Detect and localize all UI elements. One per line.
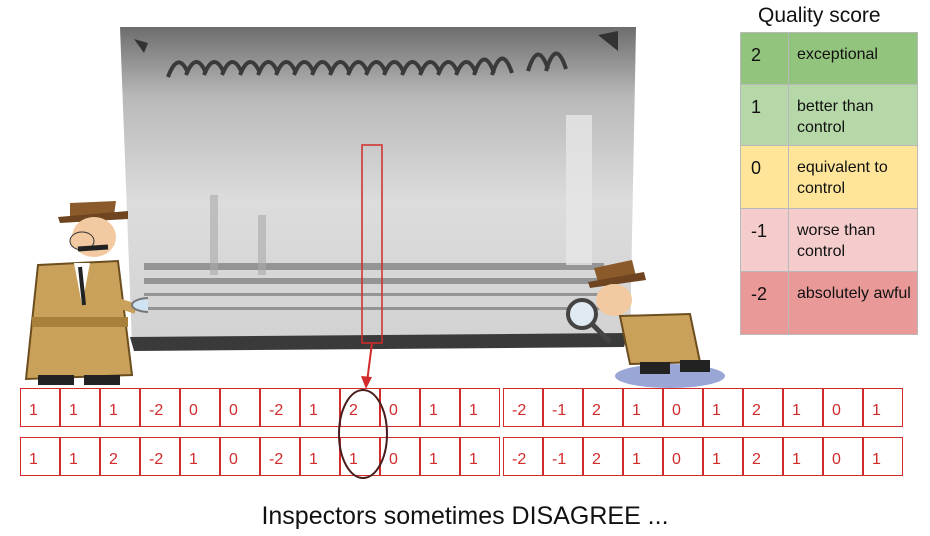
score-cell: 0 xyxy=(823,388,863,427)
score-cell: 0 xyxy=(663,437,703,476)
score-cell: -2 xyxy=(260,437,300,476)
score-cell: 1 xyxy=(20,437,60,476)
inspector-left-illustration xyxy=(24,201,148,385)
legend-score: -2 xyxy=(740,271,789,335)
score-cell: 0 xyxy=(823,437,863,476)
score-cell: -2 xyxy=(503,388,543,427)
score-cell: -2 xyxy=(260,388,300,427)
score-cell: 2 xyxy=(340,388,380,427)
score-cell: 0 xyxy=(663,388,703,427)
score-cell: 1 xyxy=(863,437,903,476)
score-cell: 1 xyxy=(20,388,60,427)
legend-description: absolutely awful xyxy=(788,271,918,335)
score-cell: 1 xyxy=(60,437,100,476)
score-cell: 1 xyxy=(420,388,460,427)
score-cell: 2 xyxy=(583,437,623,476)
score-cell: -2 xyxy=(503,437,543,476)
legend-row: -2 absolutely awful xyxy=(740,271,918,335)
legend-score: 2 xyxy=(740,32,789,85)
score-cell: 2 xyxy=(100,437,140,476)
legend-description: exceptional xyxy=(788,32,918,85)
score-cell: 1 xyxy=(460,437,500,476)
score-cell: 2 xyxy=(743,388,783,427)
legend-row: 1 better than control xyxy=(740,84,918,146)
score-cell: 2 xyxy=(743,437,783,476)
score-cell: 0 xyxy=(220,388,260,427)
score-cell: 1 xyxy=(460,388,500,427)
score-cell: -2 xyxy=(140,437,180,476)
inspector-1-score-strip: 1 1 1 -2 0 0 -2 1 2 0 1 1 -2 -1 2 1 0 1 2 1 0 1 xyxy=(20,388,903,427)
caption: Inspectors sometimes DISAGREE ... xyxy=(261,502,669,530)
score-cell: 1 xyxy=(783,437,823,476)
score-cell: -1 xyxy=(543,437,583,476)
legend-title: Quality score xyxy=(758,4,881,27)
legend-description: worse than control xyxy=(788,208,918,272)
legend-description: better than control xyxy=(788,84,918,146)
score-cell: 1 xyxy=(180,437,220,476)
score-cell: 1 xyxy=(623,388,663,427)
legend-description: equivalent to control xyxy=(788,145,918,209)
legend-score: 1 xyxy=(740,84,789,146)
legend-row: 0 equivalent to control xyxy=(740,145,918,209)
legend-row: 2 exceptional xyxy=(740,32,918,85)
score-cell: 1 xyxy=(863,388,903,427)
score-cell: 0 xyxy=(220,437,260,476)
score-cell: 1 xyxy=(300,388,340,427)
score-cell: 0 xyxy=(380,437,420,476)
legend-score: 0 xyxy=(740,145,789,209)
score-cell: 1 xyxy=(340,437,380,476)
legend-score: -1 xyxy=(740,208,789,272)
legend-row: -1 worse than control xyxy=(740,208,918,272)
score-cell: 1 xyxy=(703,388,743,427)
score-cell: 1 xyxy=(60,388,100,427)
quality-score-legend: 2 exceptional 1 better than control 0 eq… xyxy=(740,32,918,335)
inspector-right-illustration xyxy=(566,260,725,388)
score-cell: 2 xyxy=(583,388,623,427)
score-cell: 0 xyxy=(380,388,420,427)
score-cell: -2 xyxy=(140,388,180,427)
score-cell: 1 xyxy=(420,437,460,476)
score-cell: 0 xyxy=(180,388,220,427)
score-cell: 1 xyxy=(100,388,140,427)
score-cell: 1 xyxy=(783,388,823,427)
inspector-2-score-strip: 1 1 2 -2 1 0 -2 1 1 0 1 1 -2 -1 2 1 0 1 2 1 0 1 xyxy=(20,437,903,476)
score-cell: -1 xyxy=(543,388,583,427)
score-cell: 1 xyxy=(623,437,663,476)
score-cell: 1 xyxy=(300,437,340,476)
score-cell: 1 xyxy=(703,437,743,476)
